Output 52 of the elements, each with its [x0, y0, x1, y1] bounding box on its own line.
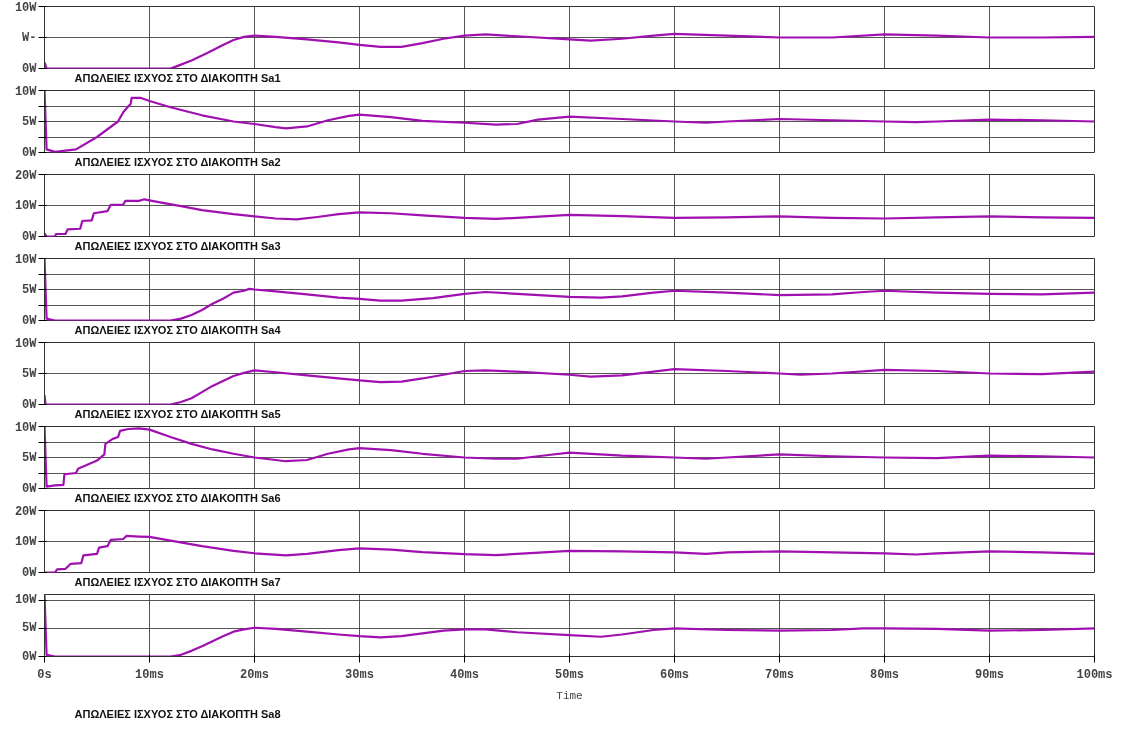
y-tick-label: 5W — [22, 366, 38, 381]
x-tick-label: 0s — [37, 667, 52, 682]
y-tick-label: 20W — [14, 504, 38, 519]
series-label: ΑΠΩΛΕΙΕΣ ΙΣΧΥΟΣ ΣΤΟ ΔΙΑΚΟΠΤΗ Sa6 — [74, 491, 281, 504]
line-series — [44, 534, 1095, 573]
y-tick-label: 0W — [22, 145, 38, 160]
series-label: ΑΠΩΛΕΙΕΣ ΙΣΧΥΟΣ ΣΤΟ ΔΙΑΚΟΠΤΗ Sa3 — [74, 239, 281, 252]
line-series — [44, 368, 1095, 405]
line-series — [44, 594, 1095, 657]
y-tick-label: 0W — [22, 61, 38, 76]
x-tick-label: 90ms — [975, 667, 1004, 682]
x-tick-label: 20ms — [240, 667, 269, 682]
y-tick-label: 5W — [22, 621, 38, 636]
line-series — [44, 426, 1095, 488]
y-tick-label: 5W — [22, 450, 38, 465]
y-tick-label: 10W — [14, 252, 38, 267]
y-tick-label: 10W — [14, 534, 38, 549]
y-tick-label: 0W — [22, 229, 38, 244]
x-tick-label: 10ms — [135, 667, 164, 682]
y-tick-label: 10W — [14, 84, 38, 99]
y-tick-label: 10W — [14, 593, 38, 608]
x-tick-label: 30ms — [345, 667, 374, 682]
line-series — [44, 32, 1095, 69]
line-series — [44, 198, 1095, 237]
x-tick-label: 40ms — [450, 667, 479, 682]
y-tick-label: 20W — [14, 168, 38, 183]
series-label: ΑΠΩΛΕΙΕΣ ΙΣΧΥΟΣ ΣΤΟ ΔΙΑΚΟΠΤΗ Sa7 — [74, 575, 281, 588]
series-label: ΑΠΩΛΕΙΕΣ ΙΣΧΥΟΣ ΣΤΟ ΔΙΑΚΟΠΤΗ Sa4 — [74, 323, 282, 336]
x-tick-label: 50ms — [555, 667, 584, 682]
line-series — [44, 90, 1095, 153]
y-tick-label: 0W — [22, 649, 38, 664]
y-tick-label: 0W — [22, 565, 38, 580]
y-tick-label: 5W — [22, 114, 38, 129]
series-label: ΑΠΩΛΕΙΕΣ ΙΣΧΥΟΣ ΣΤΟ ΔΙΑΚΟΠΤΗ Sa2 — [74, 155, 281, 168]
x-axis-title: Time — [556, 689, 583, 702]
line-series — [44, 258, 1095, 321]
x-tick-label: 100ms — [1076, 667, 1113, 682]
series-label: ΑΠΩΛΕΙΕΣ ΙΣΧΥΟΣ ΣΤΟ ΔΙΑΚΟΠΤΗ Sa5 — [74, 407, 281, 420]
text: ΑΠΩΛΕΙΕΣ ΙΣΧΥΟΣ ΣΤΟ ΔΙΑΚΟΠΤΗ Sa8 — [74, 707, 281, 720]
x-tick-label: 80ms — [870, 667, 899, 682]
y-tick-label: 0W — [22, 397, 38, 412]
y-tick-label: 10W — [14, 420, 38, 435]
y-tick-label: W- — [22, 30, 37, 45]
y-tick-label: 0W — [22, 313, 38, 328]
y-tick-label: 10W — [14, 198, 38, 213]
y-tick-label: 5W — [22, 282, 38, 297]
y-tick-label: 10W — [14, 336, 38, 351]
x-tick-label: 70ms — [765, 667, 794, 682]
y-tick-label: 0W — [22, 481, 38, 496]
x-tick-label: 60ms — [660, 667, 689, 682]
series-label: ΑΠΩΛΕΙΕΣ ΙΣΧΥΟΣ ΣΤΟ ΔΙΑΚΟΠΤΗ Sa1 — [74, 71, 281, 84]
y-tick-label: 10W — [14, 0, 38, 15]
